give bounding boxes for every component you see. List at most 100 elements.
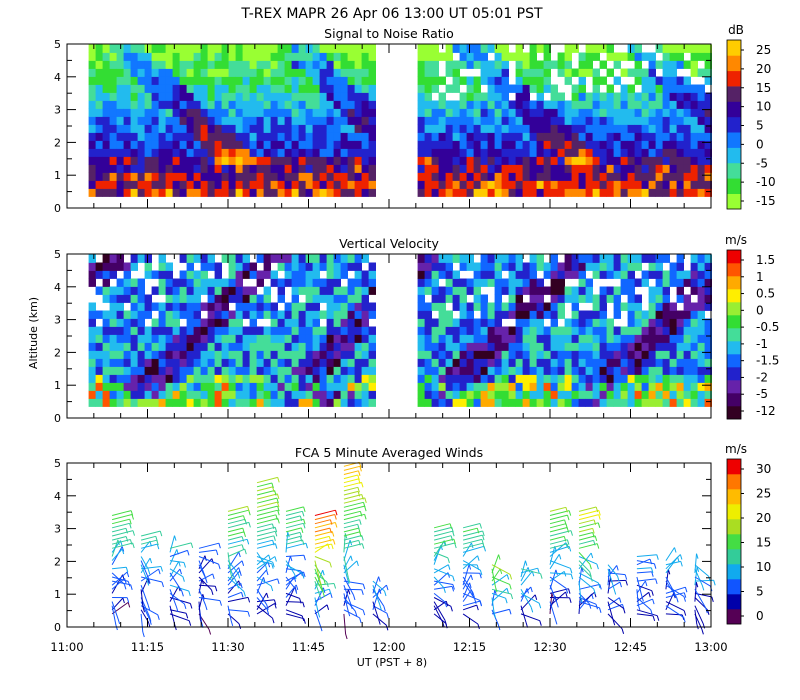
- vel-cell: [578, 382, 586, 391]
- vel-cell: [424, 382, 432, 391]
- vel-cell: [193, 358, 201, 367]
- wind-barb: [578, 591, 595, 607]
- vel-cell: [480, 310, 488, 319]
- vel-cell: [431, 342, 439, 351]
- vel-cell: [648, 366, 656, 375]
- vel-cell: [704, 358, 712, 367]
- wind-barb-flag: [683, 610, 687, 616]
- snr-cell: [228, 84, 236, 93]
- snr-cell: [431, 68, 439, 77]
- snr-cell: [172, 76, 180, 85]
- wind-barb-flag: [650, 609, 653, 615]
- snr-cell: [291, 132, 299, 141]
- snr-cell: [333, 44, 341, 53]
- vel-cell: [235, 302, 243, 311]
- vel-cell: [242, 382, 250, 391]
- snr-cell: [683, 108, 691, 117]
- snr-cell: [158, 124, 166, 133]
- snr-cell: [326, 172, 334, 181]
- wind-barb: [549, 601, 556, 620]
- wind-barb-flag: [350, 603, 353, 609]
- vel-cell: [676, 398, 684, 407]
- snr-cell: [592, 124, 600, 133]
- vel-cell: [291, 382, 299, 391]
- vel-cell: [578, 270, 586, 279]
- vel-cell: [466, 350, 474, 359]
- vel-cell: [228, 358, 236, 367]
- vel-cell: [256, 326, 264, 335]
- vel-cell: [676, 310, 684, 319]
- wind-barb-flag: [271, 482, 274, 489]
- vel-cell: [557, 350, 565, 359]
- wind-barb: [111, 514, 133, 521]
- wind-barb: [285, 601, 303, 603]
- vel-cell: [487, 382, 495, 391]
- snr-cell: [690, 92, 698, 101]
- wind-barb-flag: [589, 564, 592, 570]
- snr-cell: [627, 68, 635, 77]
- snr-cell: [102, 76, 110, 85]
- snr-cell: [242, 132, 250, 141]
- vel-cell: [305, 254, 313, 263]
- snr-cell: [109, 140, 117, 149]
- snr-cell: [368, 100, 376, 109]
- wind-barb-flag: [479, 523, 482, 529]
- colorbar-label: -12: [756, 404, 776, 418]
- wind-barb: [256, 501, 278, 508]
- vel-cell: [452, 286, 460, 295]
- vel-cell: [543, 358, 551, 367]
- snr-cell: [494, 116, 502, 125]
- snr-cell: [305, 44, 313, 53]
- wind-barb: [694, 568, 703, 586]
- snr-cell: [305, 84, 313, 93]
- vel-cell: [634, 374, 642, 383]
- wind-barb-flag: [299, 532, 303, 538]
- vel-cell: [193, 342, 201, 351]
- snr-cell: [459, 180, 467, 189]
- snr-cell: [172, 92, 180, 101]
- vel-cell: [326, 334, 334, 343]
- vel-cell: [529, 366, 537, 375]
- vel-cell: [543, 398, 551, 407]
- snr-cell: [648, 132, 656, 141]
- snr-cell: [536, 172, 544, 181]
- snr-cell: [515, 44, 523, 53]
- vel-cell: [305, 326, 313, 335]
- vel-cell: [536, 262, 544, 271]
- vel-cell: [249, 382, 257, 391]
- vel-cell: [627, 350, 635, 359]
- snr-cell: [123, 108, 131, 117]
- vel-cell: [193, 382, 201, 391]
- snr-cell: [102, 180, 110, 189]
- wind-barb-flag: [161, 581, 164, 588]
- snr-cell: [690, 140, 698, 149]
- vel-cell: [354, 374, 362, 383]
- vel-cell: [221, 318, 229, 327]
- wind-barb-flag: [121, 546, 125, 552]
- vel-cell: [158, 326, 166, 335]
- snr-cell: [354, 164, 362, 173]
- snr-cell: [466, 132, 474, 141]
- vel-cell: [214, 326, 222, 335]
- snr-cell: [529, 124, 537, 133]
- wind-barb-flag: [613, 589, 617, 595]
- snr-cell: [151, 44, 159, 53]
- snr-cell: [235, 116, 243, 125]
- snr-cell: [333, 172, 341, 181]
- wind-barb: [285, 506, 304, 512]
- vel-cell: [270, 374, 278, 383]
- snr-cell: [592, 188, 600, 197]
- vel-cell: [95, 310, 103, 319]
- snr-cell: [151, 188, 159, 197]
- snr-cell: [487, 68, 495, 77]
- vel-cell: [613, 374, 621, 383]
- vel-cell: [641, 254, 649, 263]
- vel-cell: [368, 390, 376, 399]
- snr-cell: [592, 92, 600, 101]
- snr-cell: [473, 60, 481, 69]
- wind-barb-flag: [329, 527, 332, 534]
- vel-cell: [648, 334, 656, 343]
- snr-cell: [165, 148, 173, 157]
- wind-barb-flag: [701, 629, 704, 635]
- wind-barb-flag: [129, 519, 132, 525]
